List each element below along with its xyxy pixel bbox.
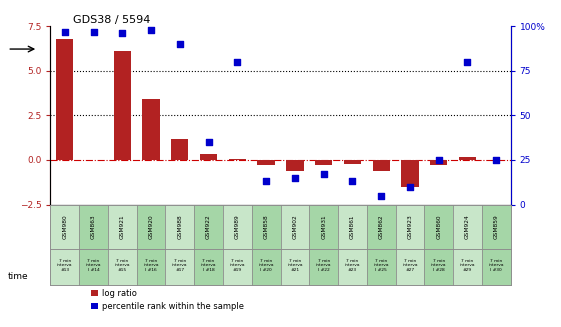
Point: [348, 179, 357, 184]
Bar: [229, 159, 246, 160]
Bar: [280, 249, 309, 285]
Text: 7 min
interva
l #14: 7 min interva l #14: [86, 259, 102, 272]
Text: GSM989: GSM989: [235, 215, 240, 239]
Text: 7 min
interva
l #18: 7 min interva l #18: [201, 259, 217, 272]
Text: GSM923: GSM923: [407, 215, 412, 239]
Text: 7 min
interva
l #16: 7 min interva l #16: [144, 259, 159, 272]
Bar: [114, 51, 131, 160]
Text: GSM921: GSM921: [120, 215, 125, 239]
Text: GSM920: GSM920: [149, 215, 154, 239]
Point: [61, 29, 70, 34]
Text: 7 min
interva
#15: 7 min interva #15: [114, 259, 130, 272]
Text: 7 min
interva
#27: 7 min interva #27: [402, 259, 417, 272]
Bar: [430, 160, 447, 165]
Bar: [482, 249, 511, 285]
Point: [233, 59, 242, 64]
Legend: log ratio, percentile rank within the sample: log ratio, percentile rank within the sa…: [91, 289, 244, 311]
Bar: [482, 204, 511, 249]
Text: 7 min
interva
#23: 7 min interva #23: [344, 259, 360, 272]
Bar: [252, 204, 280, 249]
Text: GSM862: GSM862: [379, 215, 384, 239]
Text: 7 min
interva
l #28: 7 min interva l #28: [431, 259, 447, 272]
Point: [434, 157, 443, 163]
Bar: [396, 249, 424, 285]
Point: [376, 193, 385, 198]
Bar: [79, 249, 108, 285]
Text: 7 min
interva
l #25: 7 min interva l #25: [374, 259, 389, 272]
Point: [118, 31, 127, 36]
Text: 7 min
interva
l #20: 7 min interva l #20: [259, 259, 274, 272]
Bar: [280, 204, 309, 249]
Bar: [194, 249, 223, 285]
Bar: [223, 204, 252, 249]
Bar: [252, 249, 280, 285]
Bar: [338, 204, 367, 249]
Text: 7 min
interva
#13: 7 min interva #13: [57, 259, 72, 272]
Text: GSM980: GSM980: [62, 215, 67, 239]
Text: GSM859: GSM859: [494, 215, 499, 239]
Bar: [309, 249, 338, 285]
Bar: [50, 249, 79, 285]
Bar: [137, 249, 165, 285]
Bar: [108, 204, 137, 249]
Bar: [165, 204, 194, 249]
Point: [406, 184, 415, 189]
Text: GSM858: GSM858: [264, 215, 269, 239]
Text: GSM860: GSM860: [436, 215, 441, 239]
Text: GSM861: GSM861: [350, 215, 355, 239]
Bar: [344, 160, 361, 164]
Bar: [200, 154, 217, 160]
Text: 7 min
interva
#19: 7 min interva #19: [229, 259, 245, 272]
Bar: [165, 249, 194, 285]
Point: [176, 42, 185, 47]
Bar: [194, 204, 223, 249]
Point: [491, 157, 500, 163]
Text: 7 min
interva
l #22: 7 min interva l #22: [316, 259, 332, 272]
Text: 7 min
interva
#21: 7 min interva #21: [287, 259, 302, 272]
Bar: [223, 249, 252, 285]
Bar: [108, 249, 137, 285]
Text: GSM931: GSM931: [321, 215, 326, 239]
Text: GSM988: GSM988: [177, 215, 182, 239]
Bar: [367, 249, 396, 285]
Bar: [459, 157, 476, 160]
Point: [89, 29, 98, 34]
Bar: [367, 204, 396, 249]
Text: GSM922: GSM922: [206, 215, 211, 239]
Text: time: time: [7, 272, 28, 281]
Text: GDS38 / 5594: GDS38 / 5594: [73, 15, 151, 26]
Bar: [79, 204, 108, 249]
Bar: [453, 249, 482, 285]
Point: [463, 59, 472, 64]
Bar: [401, 160, 419, 187]
Bar: [309, 204, 338, 249]
Point: [319, 172, 328, 177]
Bar: [137, 204, 165, 249]
Bar: [315, 160, 332, 165]
Point: [291, 175, 300, 181]
Bar: [171, 139, 188, 160]
Bar: [338, 249, 367, 285]
Bar: [142, 99, 160, 160]
Bar: [257, 160, 275, 165]
Text: GSM902: GSM902: [292, 215, 297, 239]
Bar: [286, 160, 304, 171]
Bar: [424, 249, 453, 285]
Text: GSM924: GSM924: [465, 215, 470, 239]
Text: 7 min
interva
#17: 7 min interva #17: [172, 259, 187, 272]
Point: [146, 27, 155, 32]
Bar: [424, 204, 453, 249]
Bar: [373, 160, 390, 171]
Point: [204, 140, 213, 145]
Bar: [56, 39, 73, 160]
Bar: [50, 204, 79, 249]
Text: 7 min
interva
#29: 7 min interva #29: [459, 259, 475, 272]
Text: GSM863: GSM863: [91, 215, 96, 239]
Point: [261, 179, 270, 184]
Bar: [396, 204, 424, 249]
Text: 7 min
interva
l #30: 7 min interva l #30: [489, 259, 504, 272]
Bar: [453, 204, 482, 249]
